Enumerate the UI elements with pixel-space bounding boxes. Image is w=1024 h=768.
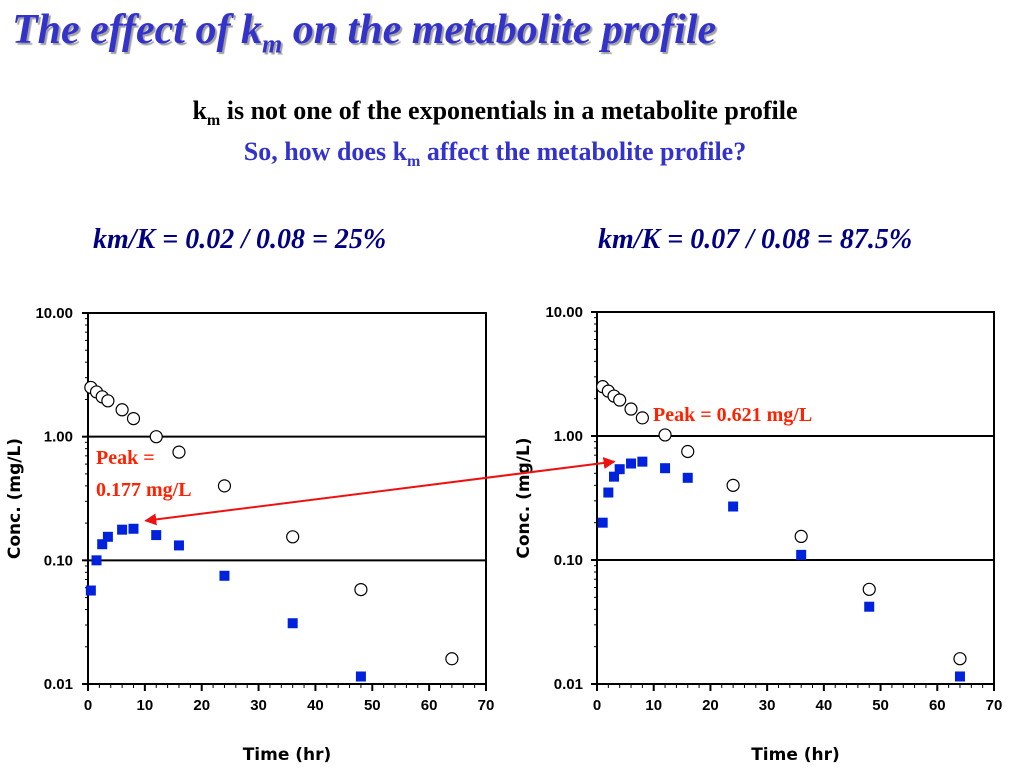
metabolite-point <box>682 472 693 483</box>
peak-annotation: Peak = 0.621 mg/L <box>653 404 812 426</box>
metabolite-point <box>128 523 139 534</box>
subtitle-2-suffix: affect the metabolite profile? <box>420 137 747 166</box>
x-tick-label: 60 <box>421 697 438 714</box>
y-tick-label: 10.00 <box>545 304 583 321</box>
y-axis-label: Conc. (mg/L) <box>514 437 534 558</box>
x-tick-label: 40 <box>307 697 324 714</box>
subtitle-1-prefix: k <box>192 96 207 125</box>
parent-drug-point <box>681 444 695 459</box>
metabolite-point <box>97 539 108 550</box>
chart-right: 10.00 1.00 0.10 0.01 0 10 20 30 40 50 60 70 Time (hr… <box>514 304 1002 765</box>
slide-title: The effect of km on the metabolite profi… <box>12 6 716 59</box>
x-tick-label: 20 <box>193 697 210 714</box>
metabolite-point <box>85 585 96 596</box>
metabolite-point <box>117 524 128 535</box>
title-subscript: m <box>261 29 283 59</box>
metabolite-point <box>614 464 625 475</box>
x-tick-label: 20 <box>702 697 719 714</box>
x-tick-label: 50 <box>872 697 889 714</box>
parent-drug-point <box>953 652 967 666</box>
metabolite-point <box>91 555 102 566</box>
metabolite-point <box>219 570 230 581</box>
x-tick-label: 0 <box>84 697 92 714</box>
metabolite-point <box>796 549 807 560</box>
metabolite-point <box>728 501 739 512</box>
subtitle-line-2: So, how does km affect the metabolite pr… <box>0 137 990 171</box>
parent-drug-point <box>862 582 876 596</box>
metabolite-point <box>287 618 298 629</box>
ratio-left: km/K = 0.02 / 0.08 = 25% <box>93 224 387 255</box>
subtitle-2-prefix: So, how does k <box>243 137 408 166</box>
metabolite-point <box>151 530 162 541</box>
x-tick-label: 0 <box>593 697 601 714</box>
x-tick-label: 70 <box>986 697 1003 714</box>
x-tick-label: 70 <box>478 697 495 714</box>
metabolite-point <box>660 463 671 474</box>
x-tick-label: 30 <box>250 697 267 714</box>
parent-drug-point <box>635 411 649 425</box>
subtitle-1-suffix: is not one of the exponentials in a meta… <box>220 96 798 125</box>
parent-drug-point <box>115 403 129 417</box>
y-tick-label: 0.01 <box>554 676 583 693</box>
metabolite-point <box>102 531 113 542</box>
peak-annotation: Peak = <box>96 447 155 469</box>
parent-drug-point <box>613 393 627 407</box>
subtitle-2-subscript: m <box>407 153 421 171</box>
y-tick-label: 1.00 <box>44 429 73 446</box>
y-tick-label: 0.01 <box>44 676 73 693</box>
metabolite-point <box>597 517 608 528</box>
y-tick-label: 0.10 <box>554 552 583 569</box>
metabolite-point <box>864 601 875 612</box>
parent-drug-point <box>172 445 186 459</box>
x-axis-label: Time (hr) <box>243 745 332 765</box>
parent-drug-point <box>624 402 638 416</box>
parent-drug-point <box>149 430 163 444</box>
title-suffix: on the metabolite profile <box>282 7 717 53</box>
x-tick-label: 40 <box>816 697 833 714</box>
parent-drug-point <box>126 411 141 426</box>
peak-annotation: 0.177 mg/L <box>96 479 192 501</box>
y-axis-label: Conc. (mg/L) <box>5 438 25 559</box>
metabolite-point <box>954 671 965 682</box>
metabolite-point <box>603 487 614 498</box>
y-tick-label: 10.00 <box>35 305 73 322</box>
parent-drug-point <box>658 428 672 442</box>
chart-left: 10.00 1.00 0.10 0.01 0 10 20 30 40 50 60 70 Time (hr… <box>5 305 494 765</box>
plot-frame <box>596 311 995 685</box>
x-tick-label: 30 <box>759 697 776 714</box>
metabolite-point <box>637 456 648 467</box>
x-axis-label: Time (hr) <box>751 745 840 765</box>
y-tick-label: 1.00 <box>554 428 583 445</box>
parent-drug-point <box>217 479 232 493</box>
x-tick-label: 60 <box>929 697 946 714</box>
subtitle-1-subscript: m <box>206 112 221 130</box>
x-tick-label: 50 <box>364 697 381 714</box>
ratio-right: km/K = 0.07 / 0.08 = 87.5% <box>598 224 913 255</box>
parent-drug-point <box>794 529 808 543</box>
parent-drug-point <box>354 582 368 597</box>
parent-drug-point <box>445 652 459 666</box>
y-tick-label: 0.10 <box>44 552 73 569</box>
x-tick-label: 10 <box>137 697 154 714</box>
peak-comparison-arrow <box>144 457 616 526</box>
metabolite-point <box>626 458 637 469</box>
parent-drug-point <box>101 394 115 408</box>
parent-drug-point <box>286 530 300 544</box>
metabolite-point <box>173 540 184 551</box>
title-prefix: The effect of k <box>12 7 262 53</box>
x-tick-label: 10 <box>645 697 662 714</box>
metabolite-point <box>355 671 366 682</box>
parent-drug-point <box>726 478 740 492</box>
subtitle-line-1: km is not one of the exponentials in a m… <box>0 96 990 130</box>
